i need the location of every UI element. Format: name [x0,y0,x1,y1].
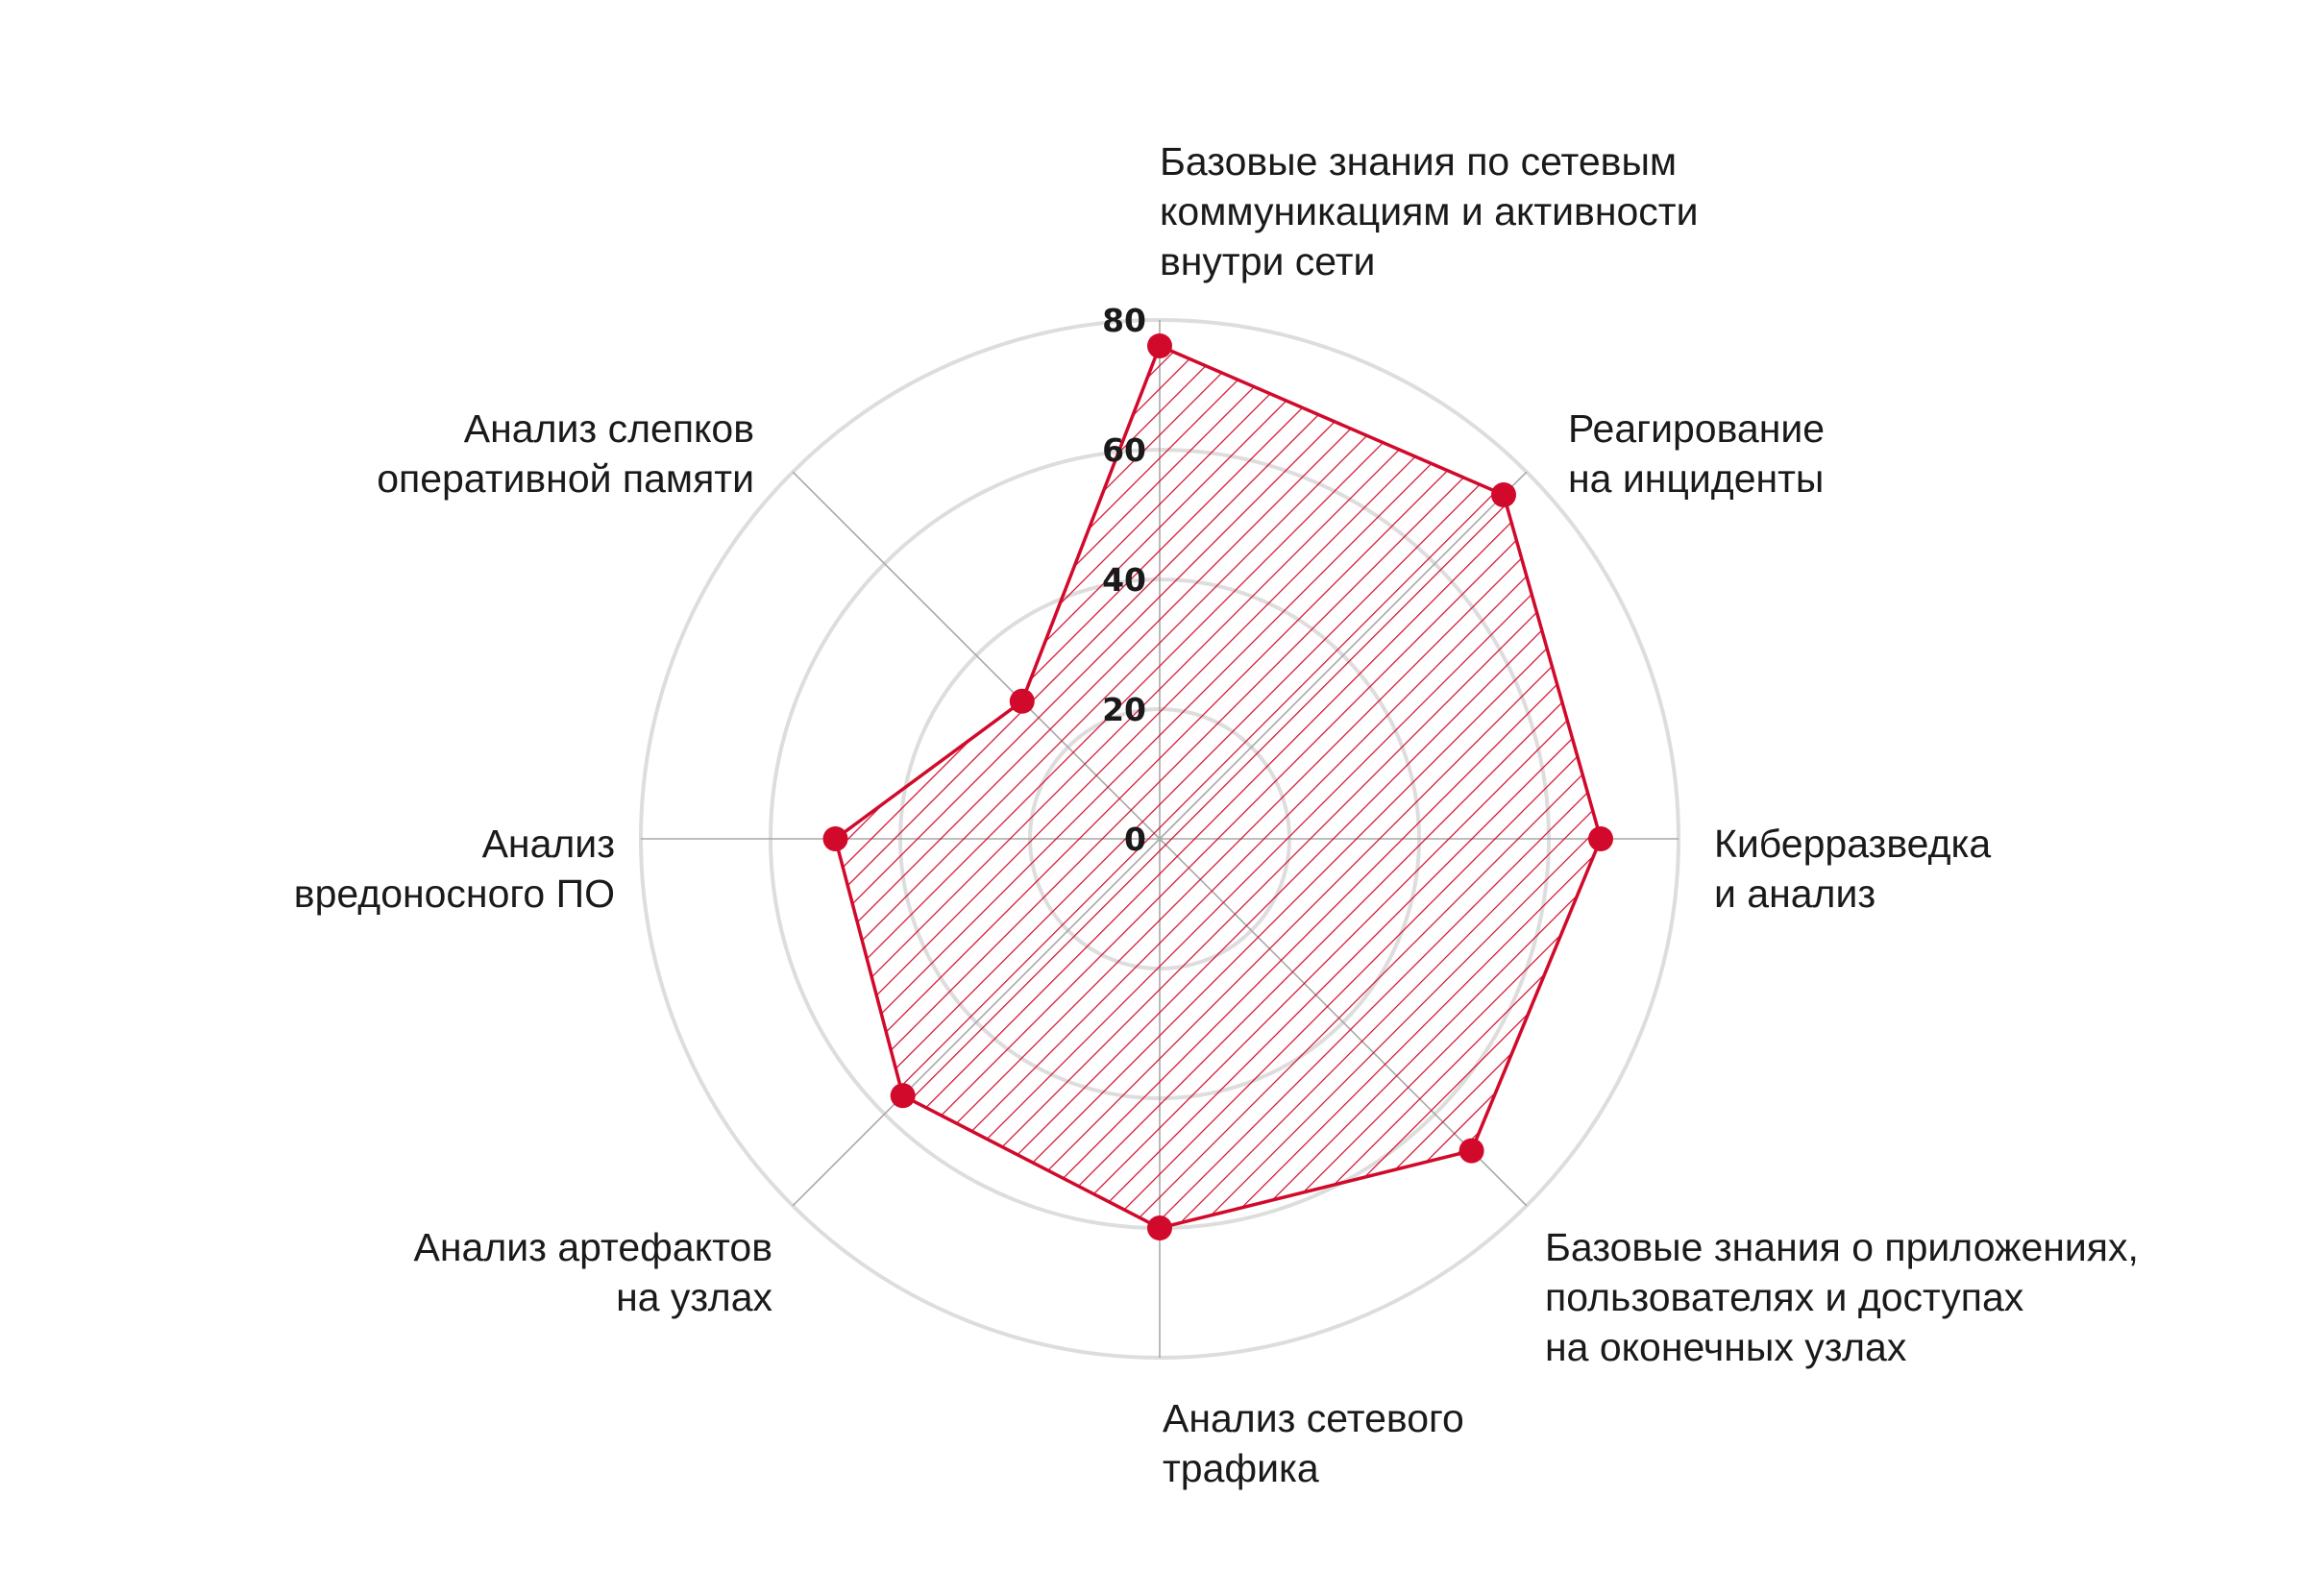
data-point [890,1083,916,1109]
data-point [1147,1215,1172,1240]
axis-label: Анализ сетевого трафика [1163,1396,1464,1490]
data-point [1009,688,1035,714]
tick-label: 20 [1102,691,1146,728]
tick-label: 80 [1102,302,1146,339]
tick-label: 60 [1102,431,1146,469]
axis-label: Анализ вредоносного ПО [294,822,615,916]
data-point [822,826,848,851]
data-point [1147,333,1172,358]
axis-label: Киберразведка и анализ [1714,822,1991,916]
axis-label: Реагирование на инциденты [1568,406,1825,501]
data-point [1588,826,1613,851]
axis-label: Базовые знания о приложениях, пользовател… [1545,1225,2139,1369]
axis-label: Анализ слепков оперативной памяти [377,406,754,501]
radial-tick-labels: 0 20 40 60 80 [1102,302,1146,858]
tick-label: 40 [1102,561,1146,599]
tick-label: 0 [1124,821,1146,858]
series-area [833,343,1603,1230]
axis-label: Базовые знания по сетевым коммуникациям и… [1160,139,1698,283]
axis-labels: Базовые знания по сетевым коммуникациям и… [294,139,2139,1490]
axis-label: Анализ артефактов на узлах [414,1225,773,1319]
data-point [1458,1138,1484,1164]
data-point [1491,482,1516,507]
series-layer [822,333,1613,1240]
